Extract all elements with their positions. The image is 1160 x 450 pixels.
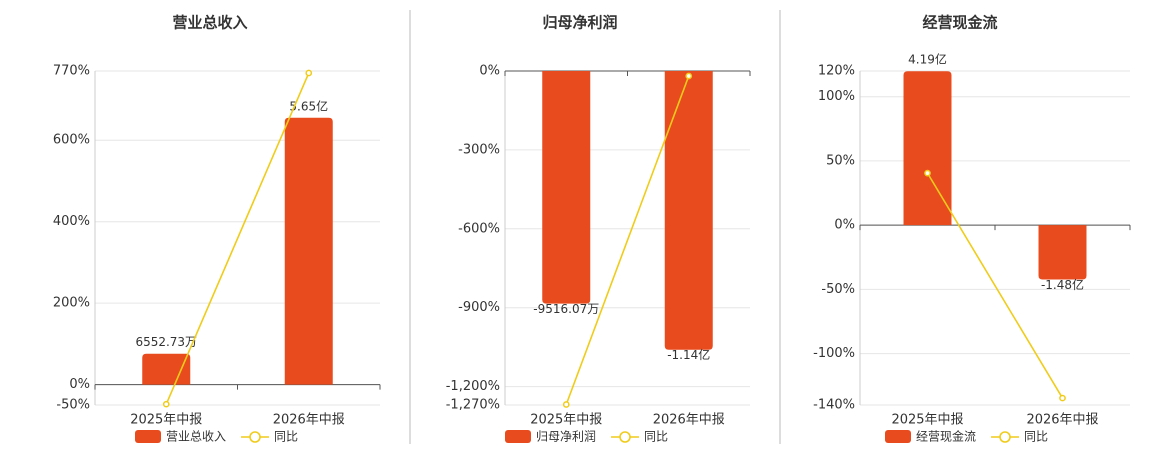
- y-tick-label: -900%: [458, 300, 500, 315]
- y-tick-label: -600%: [458, 221, 500, 236]
- y-tick-label: 120%: [818, 64, 855, 79]
- data-label: 6552.73万: [135, 335, 197, 349]
- x-tick-label: 2025年中报: [130, 413, 202, 428]
- y-tick-label: 200%: [53, 296, 90, 311]
- chart-title: 归母净利润: [542, 14, 617, 32]
- y-tick-label: 0%: [479, 64, 500, 79]
- y-tick-label: 400%: [53, 214, 90, 229]
- chart-title: 营业总收入: [172, 14, 247, 32]
- point: [685, 72, 693, 80]
- legend-label: 归母净利润: [536, 430, 596, 444]
- point: [162, 400, 170, 408]
- y-tick-label: -140%: [813, 398, 855, 413]
- y-tick-label: -50%: [56, 398, 90, 413]
- legend-label: 经营现金流: [916, 429, 976, 444]
- y-tick-label: 50%: [826, 153, 855, 168]
- y-tick-label: -100%: [813, 346, 855, 361]
- bar: [284, 117, 333, 385]
- point: [305, 69, 313, 77]
- y-tick-label: 770%: [53, 64, 90, 79]
- point: [562, 401, 570, 408]
- y-tick-label: 0%: [69, 377, 90, 392]
- x-tick-label: 2026年中报: [653, 413, 725, 428]
- point: [924, 169, 931, 177]
- y-tick-label: -1,200%: [446, 379, 500, 394]
- legend-marker: [619, 431, 631, 443]
- data-label: -1.48亿: [1041, 277, 1084, 292]
- bar: [542, 71, 591, 304]
- line: [165, 72, 310, 405]
- chart-title: 经营现金流: [922, 14, 997, 32]
- legend-label: 同比: [274, 430, 298, 444]
- y-tick-label: -1,270%: [446, 398, 500, 413]
- y-tick-label: 0%: [834, 218, 855, 233]
- x-tick-label: 2025年中报: [530, 413, 602, 428]
- bar: [664, 71, 713, 350]
- y-tick-label: 600%: [53, 133, 90, 148]
- legend-label: 同比: [1024, 430, 1048, 444]
- line: [926, 172, 1064, 399]
- x-tick-label: 2026年中报: [1026, 413, 1098, 428]
- legend-swatch: [885, 430, 911, 443]
- legend-swatch: [135, 430, 161, 443]
- data-label: -9516.07万: [533, 302, 599, 316]
- data-label: 5.65亿: [289, 98, 328, 113]
- y-tick-label: -300%: [458, 142, 500, 157]
- legend-label: 营业总收入: [166, 430, 226, 444]
- legend-label: 同比: [644, 430, 668, 444]
- bar: [903, 71, 952, 226]
- point: [1059, 394, 1066, 402]
- legend-marker: [249, 431, 261, 443]
- x-tick-label: 2026年中报: [273, 413, 345, 428]
- legend-swatch: [505, 430, 531, 443]
- data-label: -1.14亿: [667, 347, 710, 362]
- y-tick-label: -50%: [821, 282, 855, 297]
- bar: [142, 353, 191, 385]
- legend-marker: [999, 431, 1011, 443]
- line: [565, 75, 690, 405]
- data-label: 4.19亿: [908, 52, 947, 67]
- bar: [1038, 225, 1087, 280]
- y-tick-label: 100%: [818, 89, 855, 104]
- x-tick-label: 2025年中报: [891, 413, 963, 428]
